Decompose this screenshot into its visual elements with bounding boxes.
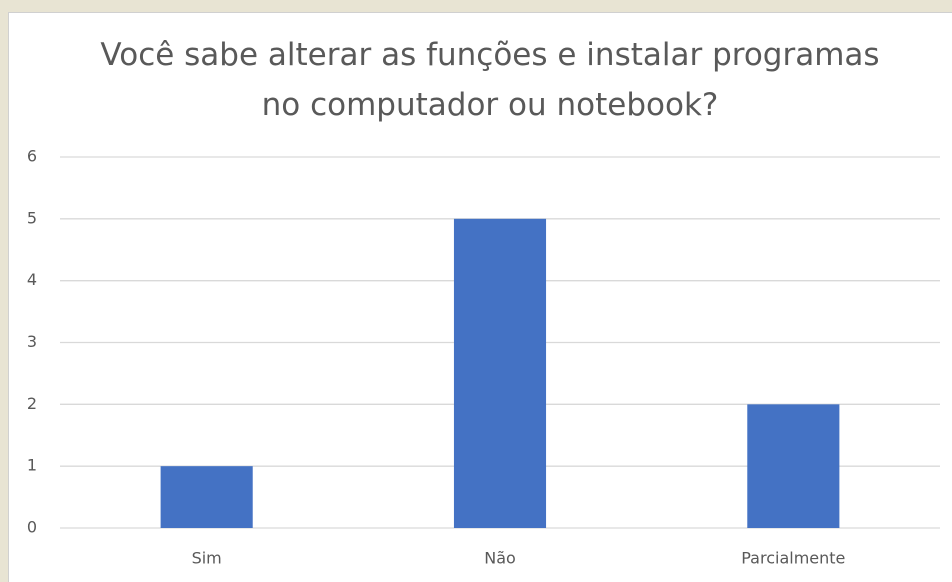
y-tick-label: 0 <box>27 518 37 537</box>
y-tick-label: 1 <box>27 456 37 475</box>
chart-title: Você sabe alterar as funções e instalar … <box>100 37 880 123</box>
y-tick-label: 2 <box>27 394 37 413</box>
y-tick-label: 4 <box>27 270 37 289</box>
x-tick-label: Não <box>484 549 516 568</box>
x-tick-label: Sim <box>192 549 222 568</box>
bar <box>160 466 253 528</box>
x-tick-label: Parcialmente <box>741 549 845 568</box>
bar <box>747 404 840 528</box>
y-tick-label: 6 <box>27 147 37 166</box>
bar <box>453 218 547 529</box>
y-tick-label: 5 <box>27 208 37 227</box>
y-tick-label: 3 <box>27 332 37 351</box>
